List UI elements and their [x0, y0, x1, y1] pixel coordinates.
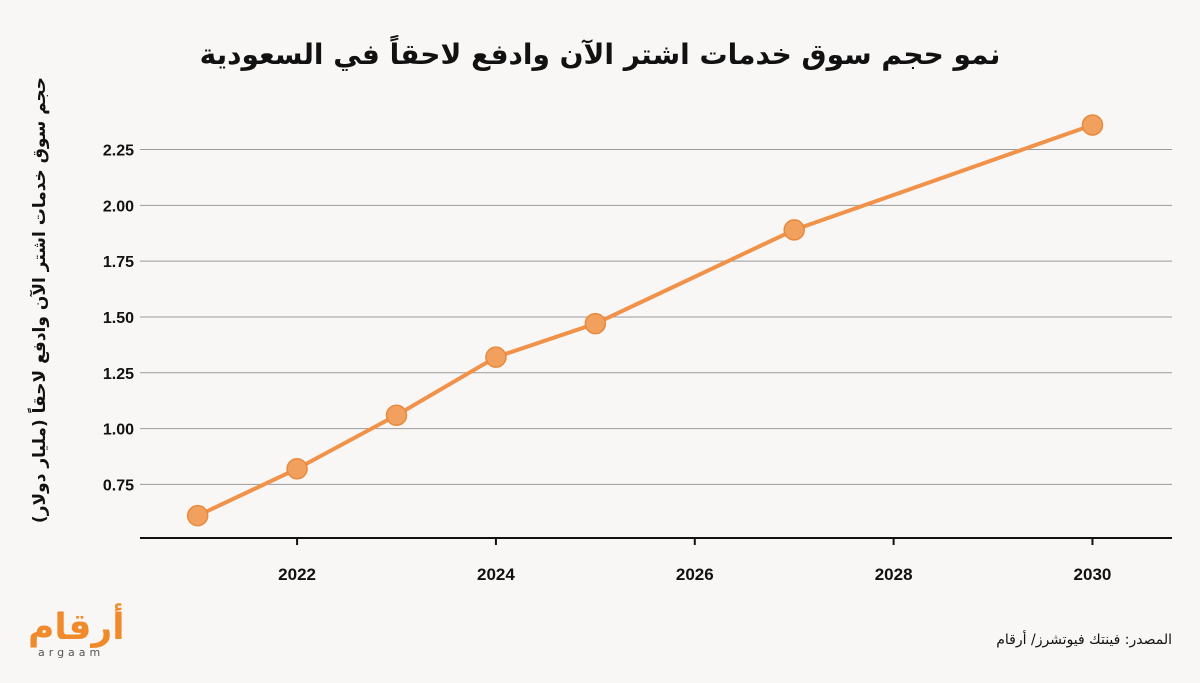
- series-line: [196, 123, 1094, 518]
- data-point: [385, 404, 408, 426]
- data-point: [286, 458, 308, 480]
- data-point: [783, 219, 805, 241]
- logo-latin: argaam: [38, 646, 105, 659]
- chart-title: نمو حجم سوق خدمات اشتر الآن وادفع لاحقاً…: [199, 38, 1001, 71]
- y-tick-label: 1.00: [103, 422, 134, 439]
- data-point: [485, 346, 507, 368]
- x-tick-label: 2024: [477, 565, 515, 584]
- x-tick-label: 2030: [1074, 565, 1112, 584]
- x-tick-label: 2028: [875, 565, 913, 584]
- source-note: المصدر: فينتك فيوتشرز/ أرقام: [996, 632, 1172, 648]
- y-tick-label: 2.00: [103, 198, 134, 215]
- y-tick-label: 1.25: [103, 366, 134, 383]
- y-tick-label: 1.75: [103, 254, 134, 271]
- data-point: [186, 504, 209, 527]
- data-point: [1081, 114, 1104, 136]
- x-tick-label: 2022: [278, 565, 316, 584]
- y-tick-label: 0.75: [103, 477, 134, 494]
- y-tick-label: 1.50: [103, 310, 134, 327]
- logo-arabic: أرقام: [28, 607, 125, 648]
- y-tick-label: 2.25: [103, 143, 134, 160]
- x-tick-label: 2026: [676, 565, 714, 584]
- data-point: [584, 312, 607, 335]
- argaam-logo: أرقام argaam: [28, 607, 125, 660]
